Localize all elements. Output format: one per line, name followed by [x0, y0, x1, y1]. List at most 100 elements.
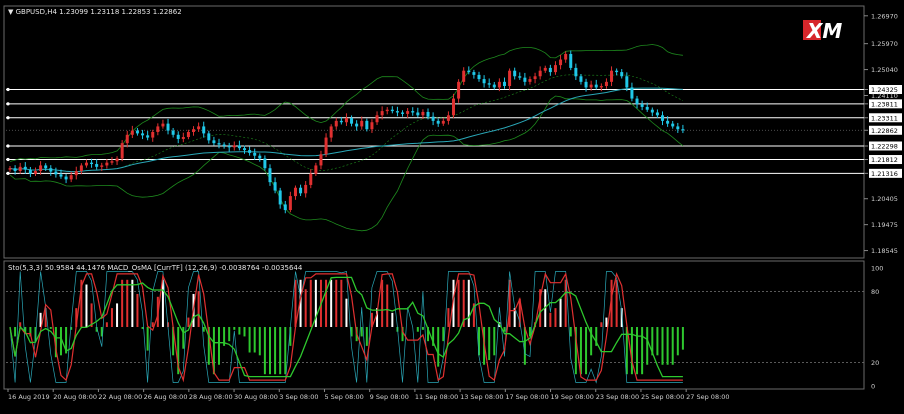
- indicator-pane-frame: [3, 260, 865, 390]
- candle-body: [559, 59, 563, 66]
- candle-body: [513, 70, 517, 77]
- candle-body: [110, 161, 114, 163]
- candle-body: [176, 134, 180, 139]
- candle-body: [395, 111, 399, 113]
- candle-body: [472, 72, 476, 75]
- candle-body: [95, 164, 99, 167]
- moving-average: [9, 87, 683, 173]
- candle-body: [615, 70, 619, 73]
- candle-body: [293, 187, 297, 197]
- price-tick-label: 1.18545: [871, 247, 898, 255]
- level-marker: [6, 144, 10, 148]
- candle-body: [482, 79, 486, 84]
- time-tick-label: 16 Aug 2019: [8, 393, 50, 401]
- candle-body: [610, 70, 614, 82]
- candle-body: [39, 165, 43, 172]
- level-marker: [6, 157, 10, 162]
- candle-body: [299, 187, 303, 194]
- time-tick-label: 27 Sep 08:00: [686, 393, 729, 401]
- price-tick-label: 1.25040: [871, 66, 898, 74]
- candle-body: [304, 184, 308, 194]
- candle-body: [69, 175, 73, 180]
- candle-body: [18, 166, 22, 172]
- candle-body: [411, 111, 415, 113]
- candle-body: [141, 133, 145, 136]
- candle-body: [23, 166, 27, 170]
- candle-body: [151, 132, 155, 138]
- candle-body: [650, 109, 654, 113]
- candle-body: [497, 81, 501, 88]
- candle-body: [237, 145, 241, 149]
- candle-body: [171, 130, 175, 135]
- candle-body: [197, 126, 201, 130]
- price-tick-label: 1.19475: [871, 221, 898, 229]
- price-tick-label: 1.24110: [871, 92, 898, 100]
- price-level-tag: [869, 113, 902, 123]
- time-tick-label: 5 Sep 08:00: [324, 393, 363, 401]
- candle-body: [33, 171, 37, 174]
- candle-body: [548, 67, 552, 73]
- price-tick-label: 1.20405: [871, 195, 898, 203]
- candle-body: [604, 81, 608, 87]
- level-marker: [6, 116, 10, 120]
- candle-body: [258, 155, 262, 159]
- candle-body: [385, 109, 389, 112]
- xm-logo: XM: [803, 18, 863, 43]
- sto-main-line: [9, 271, 683, 383]
- price-level-tag: [869, 155, 902, 165]
- candle-body: [344, 118, 348, 123]
- price-level-tag: [869, 168, 902, 178]
- time-tick-label: 22 Aug 08:00: [98, 393, 142, 401]
- price-tick-label: 1.21316: [871, 170, 898, 178]
- price-tick-label: 1.23311: [871, 114, 898, 122]
- sto-signal-line: [9, 276, 683, 378]
- candle-body: [79, 165, 83, 172]
- price-tick-label: 1.24325: [871, 86, 898, 94]
- candle-body: [620, 72, 624, 77]
- candle-body: [192, 129, 196, 132]
- candle-body: [273, 182, 277, 191]
- candle-body: [594, 84, 598, 88]
- candle-body: [28, 169, 32, 174]
- candle-body: [59, 174, 63, 177]
- candle-body: [319, 154, 323, 166]
- time-tick-label: 26 Aug 08:00: [144, 393, 188, 401]
- candle-body: [370, 122, 374, 130]
- price-level-tag: [869, 141, 902, 151]
- candle-body: [635, 98, 639, 105]
- indicator-header: Sto(5,3,3) 50.9584 44.1476 MACD_OsMA [Cu…: [8, 264, 303, 272]
- candle-body: [492, 84, 496, 88]
- candle-body: [528, 79, 532, 82]
- candle-body: [645, 106, 649, 110]
- time-tick-label: 13 Sep 08:00: [460, 393, 503, 401]
- candle-body: [217, 143, 221, 145]
- candle-body: [227, 145, 231, 148]
- time-tick-label: 11 Sep 08:00: [415, 393, 458, 401]
- candle-body: [181, 137, 185, 139]
- candle-body: [436, 120, 440, 124]
- candle-body: [253, 152, 257, 156]
- time-axis: 16 Aug 2019 20 Aug 08:00 22 Aug 08:00 26 Au…: [7, 389, 730, 401]
- price-tick-label: 1.26970: [871, 12, 898, 20]
- candle-body: [564, 53, 568, 60]
- price-tick-label: 1.25970: [871, 40, 898, 48]
- candle-body: [288, 196, 292, 211]
- candle-body: [146, 135, 150, 138]
- price-tick-label: 1.23811: [871, 100, 898, 108]
- candle-body: [360, 120, 364, 127]
- candle-body: [166, 123, 170, 131]
- candle-body: [64, 176, 68, 180]
- candle-body: [426, 111, 430, 117]
- candle-body: [375, 115, 379, 123]
- candle-body: [589, 84, 593, 88]
- osc-tick-label: 100: [871, 265, 883, 273]
- candle-body: [120, 143, 124, 159]
- candle-body: [380, 111, 384, 116]
- candle-body: [406, 111, 410, 114]
- xm-logo-mark: XM: [803, 19, 842, 43]
- candle-body: [314, 165, 318, 174]
- candle-body: [278, 190, 282, 205]
- candle-body: [263, 158, 267, 169]
